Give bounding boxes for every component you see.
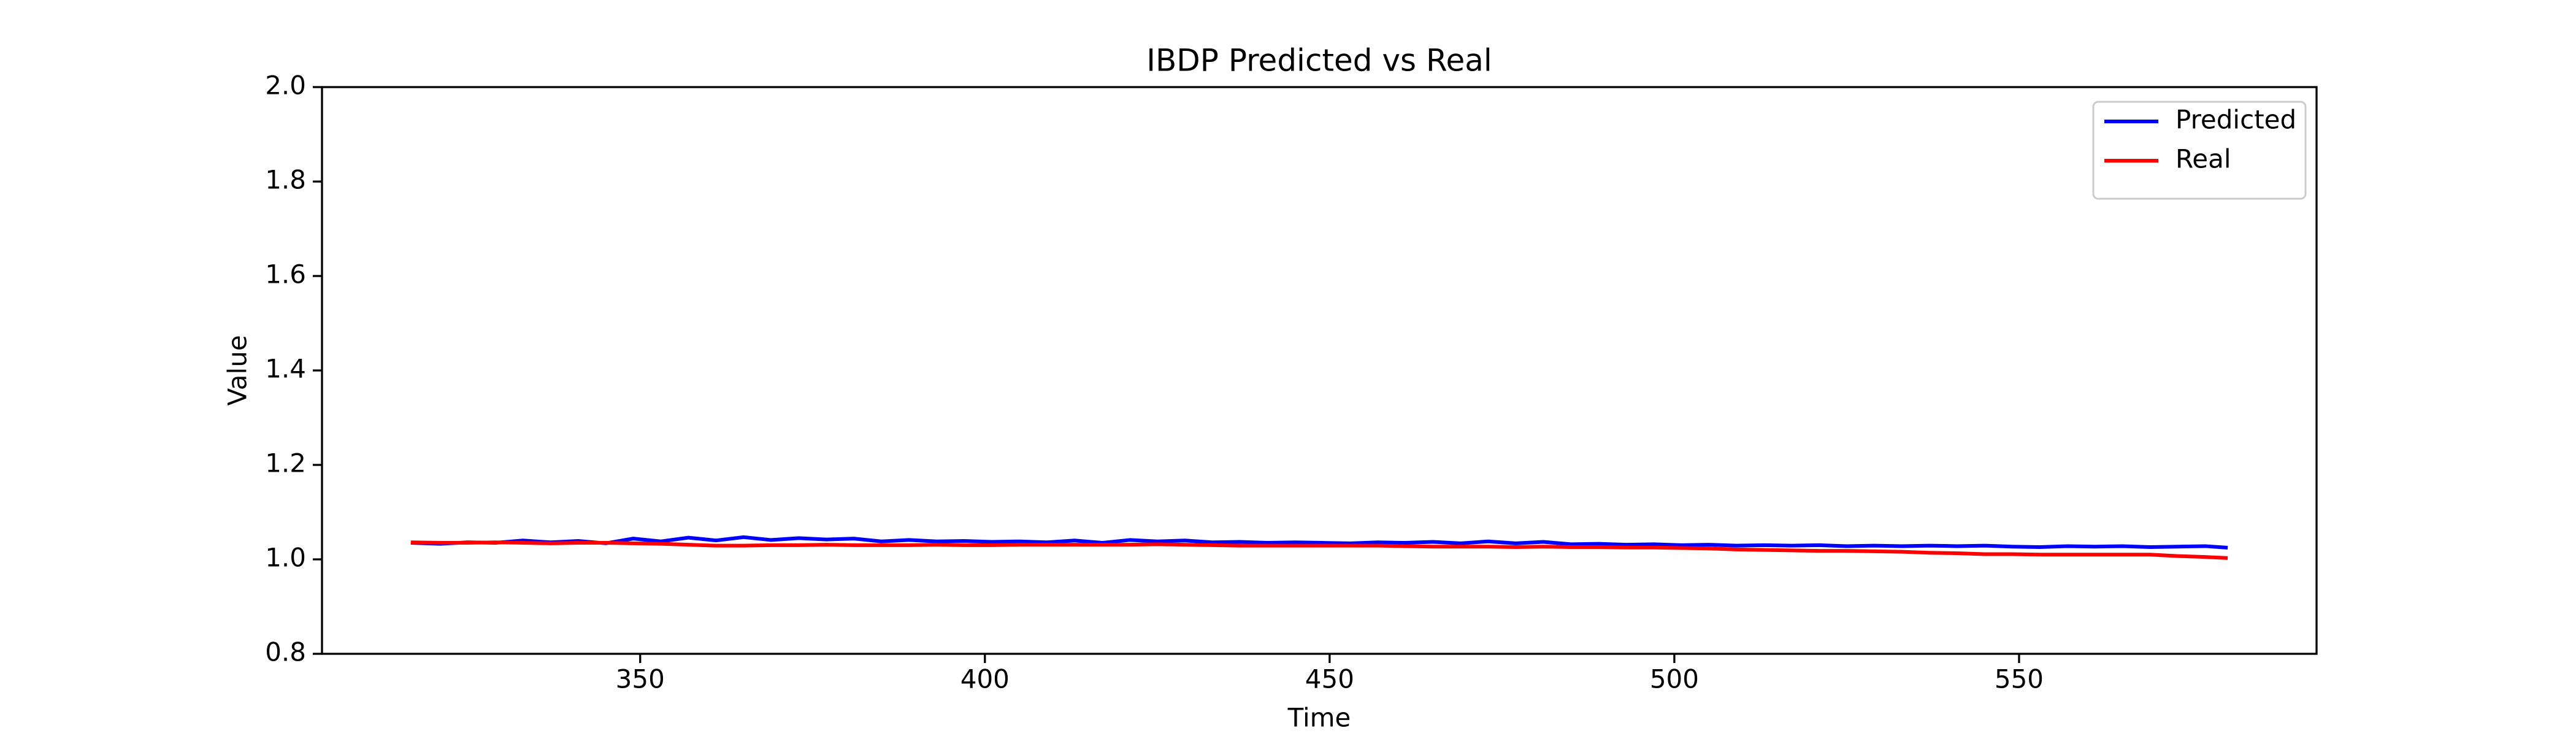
- y-tick-label: 1.4: [265, 354, 306, 384]
- legend-label: Real: [2175, 144, 2231, 174]
- y-tick-label: 1.8: [265, 165, 306, 195]
- x-tick-label: 400: [960, 664, 1010, 694]
- x-tick-label: 500: [1650, 664, 1699, 694]
- legend-label: Predicted: [2175, 105, 2296, 135]
- y-tick-label: 1.2: [265, 448, 306, 478]
- axes-frame: [321, 86, 2318, 655]
- series-line: [410, 535, 2228, 550]
- legend-box: [2092, 101, 2307, 200]
- y-tick-label: 1.6: [265, 259, 306, 289]
- x-tick-label: 550: [1995, 664, 2044, 694]
- y-tick-label: 1.0: [265, 543, 306, 573]
- series-line: [410, 540, 2228, 560]
- y-axis-label: Value: [223, 335, 253, 405]
- x-tick-label: 350: [616, 664, 665, 694]
- x-axis-label: Time: [1287, 703, 1351, 733]
- x-tick-label: 450: [1305, 664, 1354, 694]
- y-tick-label: 2.0: [265, 71, 306, 101]
- y-tick-label: 0.8: [265, 637, 306, 667]
- chart-title: IBDP Predicted vs Real: [1146, 43, 1492, 79]
